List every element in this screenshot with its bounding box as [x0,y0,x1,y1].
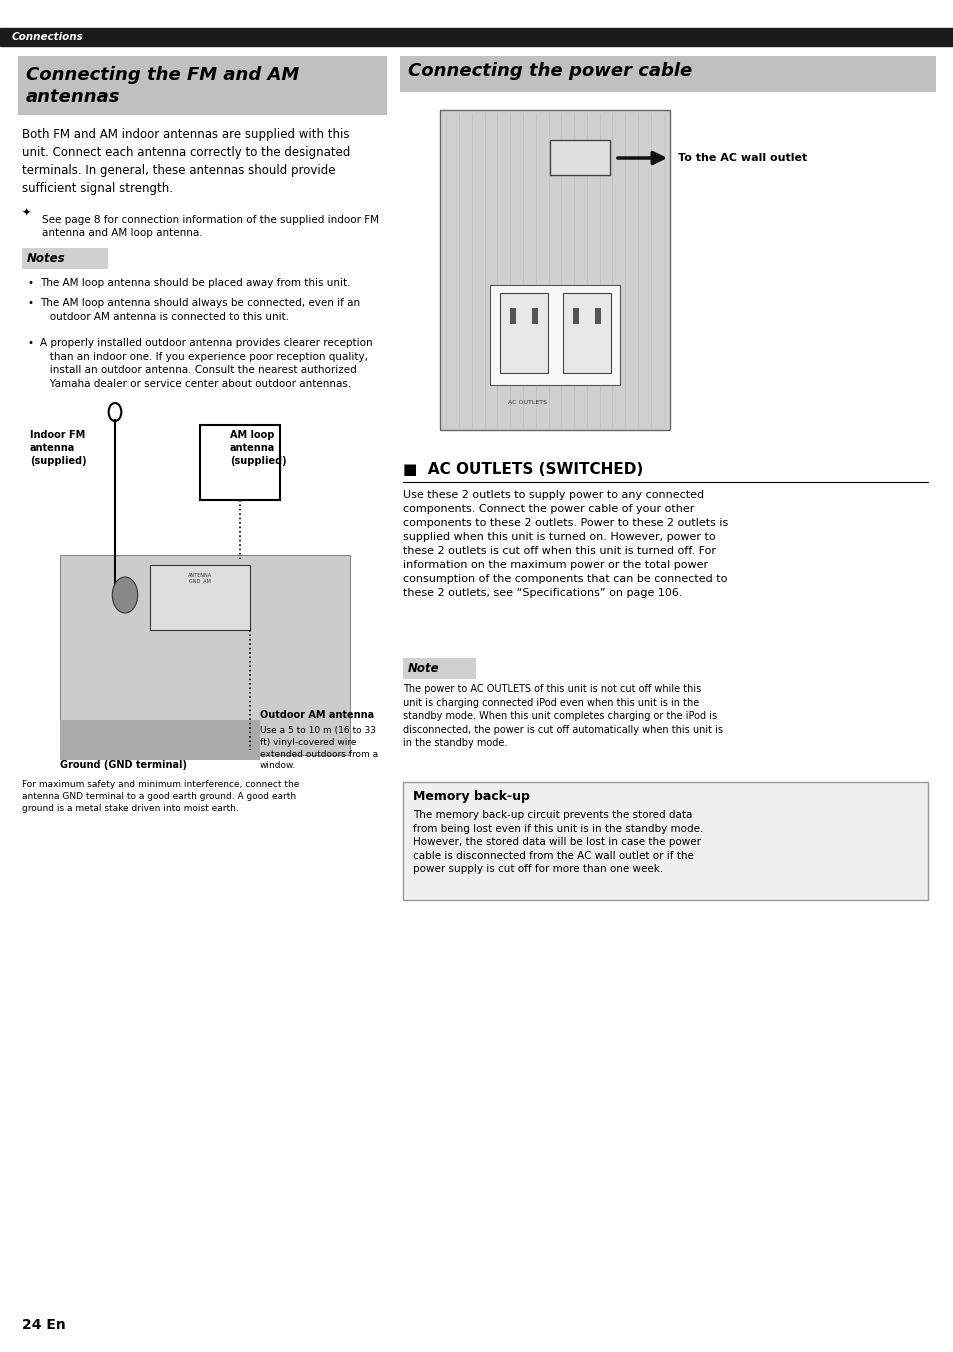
Text: AC OUTLETS: AC OUTLETS [507,400,546,406]
Bar [490,285,619,385]
Bar [562,293,610,373]
Text: Use a 5 to 10 m (16 to 33
ft) vinyl-covered wire
extended outdoors from a
window: Use a 5 to 10 m (16 to 33 ft) vinyl-cove… [260,726,377,771]
Text: Memory back-up: Memory back-up [413,790,529,803]
Bar [150,565,250,630]
Text: Note: Note [408,661,439,675]
Bar [60,721,260,760]
Bar [18,55,386,114]
Bar [595,308,600,324]
Text: ANTENNA
GND  AM: ANTENNA GND AM [188,573,212,584]
Text: AM loop
antenna
(supplied): AM loop antenna (supplied) [230,430,286,466]
Text: ✦: ✦ [22,208,31,218]
Text: The power to AC OUTLETS of this unit is not cut off while this
unit is charging : The power to AC OUTLETS of this unit is … [402,684,722,749]
Text: The AM loop antenna should be placed away from this unit.: The AM loop antenna should be placed awa… [40,279,350,288]
Text: •: • [28,297,34,308]
Bar [0,28,953,46]
Text: Notes: Notes [27,251,66,265]
Text: Indoor FM
antenna
(supplied): Indoor FM antenna (supplied) [30,430,87,466]
Text: •: • [28,279,34,288]
Text: The AM loop antenna should always be connected, even if an
   outdoor AM antenna: The AM loop antenna should always be con… [40,297,359,322]
Text: The memory back-up circuit prevents the stored data
from being lost even if this: The memory back-up circuit prevents the … [413,810,702,875]
Text: Outdoor AM antenna: Outdoor AM antenna [260,710,374,721]
Text: •: • [28,338,34,347]
Text: Connecting the power cable: Connecting the power cable [408,62,692,81]
Bar [402,781,927,900]
Bar [550,141,609,174]
Bar [532,308,537,324]
Bar [60,556,350,754]
Text: Ground (GND terminal): Ground (GND terminal) [60,760,187,771]
Bar [22,247,107,268]
Bar [200,425,280,500]
Text: See page 8 for connection information of the supplied indoor FM
antenna and AM l: See page 8 for connection information of… [42,215,378,238]
Text: Use these 2 outlets to supply power to any connected
components. Connect the pow: Use these 2 outlets to supply power to a… [402,489,727,598]
Bar [499,293,547,373]
Bar [399,55,934,91]
Text: For maximum safety and minimum interference, connect the
antenna GND terminal to: For maximum safety and minimum interfere… [22,780,299,813]
Bar [402,658,475,677]
Text: A properly installed outdoor antenna provides clearer reception
   than an indoo: A properly installed outdoor antenna pro… [40,338,373,389]
Text: Both FM and AM indoor antennas are supplied with this
unit. Connect each antenna: Both FM and AM indoor antennas are suppl… [22,128,350,195]
Bar [510,308,516,324]
Bar [573,308,578,324]
Text: Connections: Connections [12,32,84,42]
Text: Connecting the FM and AM
antennas: Connecting the FM and AM antennas [26,66,299,105]
Circle shape [112,577,137,612]
Text: To the AC wall outlet: To the AC wall outlet [678,153,806,164]
Text: 24 En: 24 En [22,1318,66,1332]
Text: ■  AC OUTLETS (SWITCHED): ■ AC OUTLETS (SWITCHED) [402,462,642,477]
Bar [439,110,669,430]
